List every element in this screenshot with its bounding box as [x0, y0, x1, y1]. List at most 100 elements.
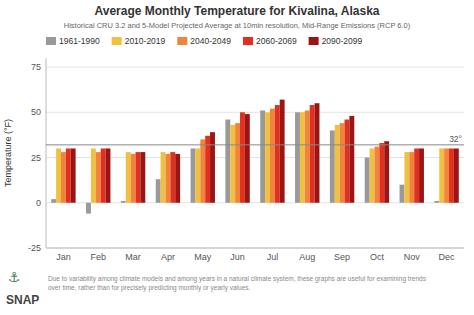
bar: [434, 201, 439, 203]
x-tick-label: Sep: [334, 252, 350, 262]
bar: [225, 120, 230, 203]
grid: [46, 67, 464, 248]
bar: [305, 110, 310, 202]
bar: [340, 123, 345, 203]
chart-svg: Average Monthly Temperature for Kivalina…: [0, 0, 474, 315]
bar: [66, 148, 71, 202]
legend-swatch: [177, 37, 187, 45]
legend-swatch: [309, 37, 319, 45]
legend-label: 1961-1990: [59, 36, 100, 46]
y-tick-label: -25: [28, 243, 41, 253]
bar: [379, 143, 384, 203]
freeze-label: 32°: [449, 134, 462, 144]
bar: [131, 154, 136, 203]
legend: 1961-1990 2010-2019 2040-2049 2060-2069 2090…: [46, 36, 363, 46]
y-axis-line: [46, 58, 47, 248]
bar: [280, 100, 285, 203]
bar: [126, 152, 131, 203]
bar: [409, 152, 414, 203]
bar: [275, 105, 280, 203]
grid-line: [46, 112, 464, 113]
bars: [51, 100, 459, 214]
bar: [51, 199, 56, 203]
bar: [384, 141, 389, 203]
bar: [349, 116, 354, 203]
bar: [71, 148, 76, 202]
x-tick-label: Jan: [56, 252, 71, 262]
bar: [56, 148, 61, 202]
bar: [161, 152, 166, 203]
bar: [195, 148, 200, 202]
bar: [210, 132, 215, 203]
y-tick-label: 75: [31, 62, 41, 72]
bar: [270, 109, 275, 203]
legend-swatch: [243, 37, 253, 45]
y-axis-label: Temperature (°F): [3, 119, 13, 187]
bar: [315, 103, 320, 203]
bar: [106, 148, 111, 202]
bar: [205, 136, 210, 203]
bar: [295, 112, 300, 202]
subtitle: Historical CRU 3.2 and 5-Model Projected…: [64, 21, 411, 30]
bar: [240, 112, 245, 202]
y-tick-label: 0: [36, 198, 41, 208]
x-tick-label: Apr: [161, 252, 175, 262]
grid-line: [46, 248, 464, 249]
freeze-line: [46, 144, 464, 145]
y-tick-label: 50: [31, 107, 41, 117]
x-tick-label: Nov: [404, 252, 421, 262]
x-tick-label: Mar: [125, 252, 141, 262]
bar: [404, 152, 409, 203]
bar: [230, 125, 235, 203]
bar: [191, 148, 196, 202]
bar: [175, 154, 180, 203]
legend-label: 2090-2099: [322, 36, 363, 46]
bar: [439, 148, 444, 202]
bar: [449, 148, 454, 202]
footer-line: over time, rather than for precisely pre…: [48, 284, 251, 292]
logo-icon: ⚓: [8, 269, 21, 285]
bar: [310, 105, 315, 203]
bar: [265, 112, 270, 202]
x-tick-label: May: [194, 252, 212, 262]
x-tick-label: Dec: [439, 252, 456, 262]
bar: [345, 120, 350, 203]
bar: [156, 179, 161, 203]
x-tick-label: Feb: [90, 252, 106, 262]
bar: [245, 114, 250, 203]
legend-label: 2060-2069: [256, 36, 297, 46]
legend-swatch: [46, 37, 56, 45]
bar: [200, 139, 205, 202]
y-tick-label: 25: [31, 153, 41, 163]
bar: [454, 148, 459, 202]
bar: [444, 148, 449, 202]
x-tick-label: Jul: [267, 252, 279, 262]
bar: [400, 185, 405, 203]
bar: [260, 110, 265, 202]
x-tick-label: Aug: [299, 252, 315, 262]
bar: [121, 201, 126, 203]
legend-label: 2010-2019: [125, 36, 166, 46]
title: Average Monthly Temperature for Kivalina…: [95, 4, 380, 18]
x-tick-label: Oct: [370, 252, 385, 262]
legend-swatch: [112, 37, 122, 45]
bar: [414, 148, 419, 202]
bar: [374, 147, 379, 203]
bar: [419, 148, 424, 202]
x-tick-label: Jun: [230, 252, 245, 262]
bar: [165, 154, 170, 203]
bar: [101, 148, 106, 202]
x-axis-line: [46, 248, 464, 249]
bar: [61, 152, 66, 203]
bar: [370, 148, 375, 202]
logo-text: SNAP: [6, 293, 39, 307]
bar: [136, 152, 141, 203]
legend-label: 2040-2049: [190, 36, 231, 46]
bar: [86, 203, 91, 214]
bar: [365, 158, 370, 203]
bar: [170, 152, 175, 203]
grid-line: [46, 67, 464, 68]
bar: [300, 112, 305, 202]
bar: [96, 152, 101, 203]
bar: [235, 123, 240, 203]
